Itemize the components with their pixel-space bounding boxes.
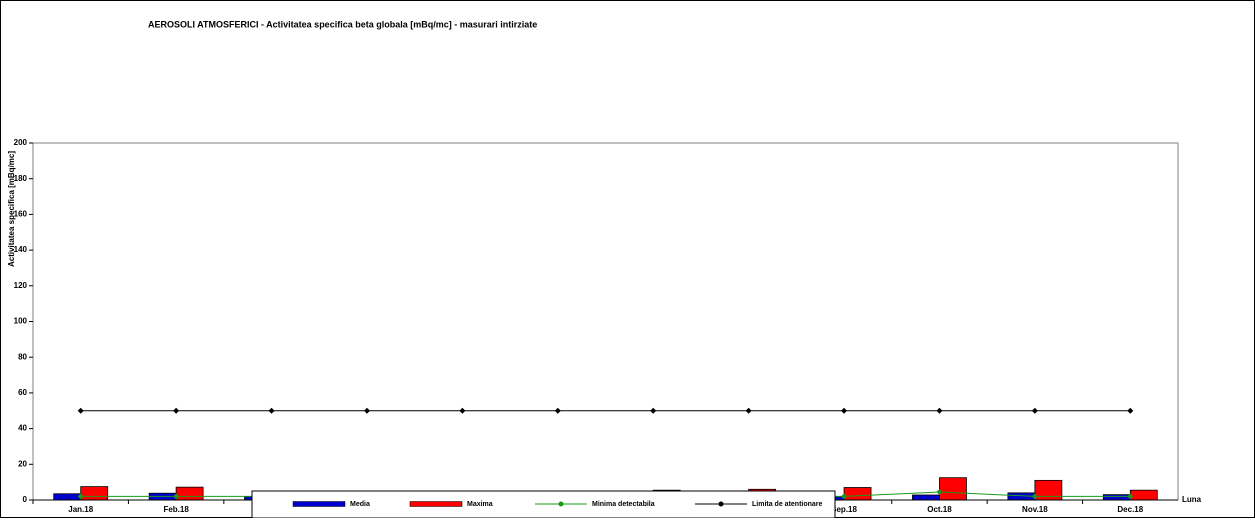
- y-tick-label: 140: [14, 245, 28, 254]
- marker: [1127, 493, 1134, 500]
- x-axis-label: Luna: [1182, 495, 1202, 504]
- legend-marker: [718, 501, 724, 507]
- bar: [1034, 479, 1063, 501]
- bar: [53, 493, 82, 501]
- marker: [173, 407, 180, 414]
- x-tick-label: Oct.18: [927, 505, 952, 514]
- y-tick-label: 120: [14, 281, 28, 290]
- bar: [843, 487, 872, 501]
- legend-label: Limita de atentionare: [752, 501, 823, 508]
- legend-swatch: [409, 501, 463, 507]
- marker: [936, 488, 943, 495]
- x-tick-label: Feb.18: [163, 505, 189, 514]
- plot-area: [32, 142, 1179, 501]
- y-tick-label: 180: [14, 174, 28, 183]
- bar: [912, 494, 940, 501]
- marker: [841, 493, 848, 500]
- marker: [77, 493, 84, 500]
- x-tick-label: Sep.18: [831, 505, 857, 514]
- bar: [1129, 489, 1158, 501]
- legend-label: Minima detectabila: [592, 501, 655, 508]
- marker: [459, 407, 466, 414]
- marker: [936, 407, 943, 414]
- marker: [363, 407, 370, 414]
- x-tick-label: Jan.18: [68, 505, 93, 514]
- marker: [841, 407, 848, 414]
- x-tick-label: Nov.18: [1022, 505, 1048, 514]
- marker: [173, 493, 180, 500]
- marker: [1127, 407, 1134, 414]
- chart-title: AEROSOLI ATMOSFERICI - Activitatea speci…: [148, 19, 537, 29]
- y-tick-label: 20: [18, 459, 27, 468]
- y-axis-label: Activitatea specifica [mBq/mc]: [7, 151, 16, 267]
- legend: Media Maxima Minima detectabila Limita de a…: [251, 490, 836, 519]
- y-tick-label: 100: [14, 317, 28, 326]
- bar: [80, 486, 109, 501]
- x-tick-label: Dec.18: [1117, 505, 1143, 514]
- legend-label: Maxima: [467, 501, 493, 508]
- y-tick-label: 40: [18, 424, 27, 433]
- bar: [175, 486, 204, 501]
- legend-marker: [558, 501, 564, 507]
- marker: [268, 407, 275, 414]
- y-tick-label: 160: [14, 210, 28, 219]
- legend-swatch: [292, 501, 346, 507]
- bar: [939, 477, 967, 501]
- marker: [1031, 407, 1038, 414]
- y-tick-label: 200: [14, 138, 28, 147]
- bar: [1102, 494, 1131, 501]
- y-tick-label: 60: [18, 388, 27, 397]
- marker: [1031, 493, 1038, 500]
- marker: [745, 407, 752, 414]
- marker: [650, 407, 657, 414]
- marker: [77, 407, 84, 414]
- marker: [554, 407, 561, 414]
- y-tick-label: 80: [18, 352, 27, 361]
- y-tick-label: 0: [23, 495, 28, 504]
- legend-label: Media: [350, 501, 370, 508]
